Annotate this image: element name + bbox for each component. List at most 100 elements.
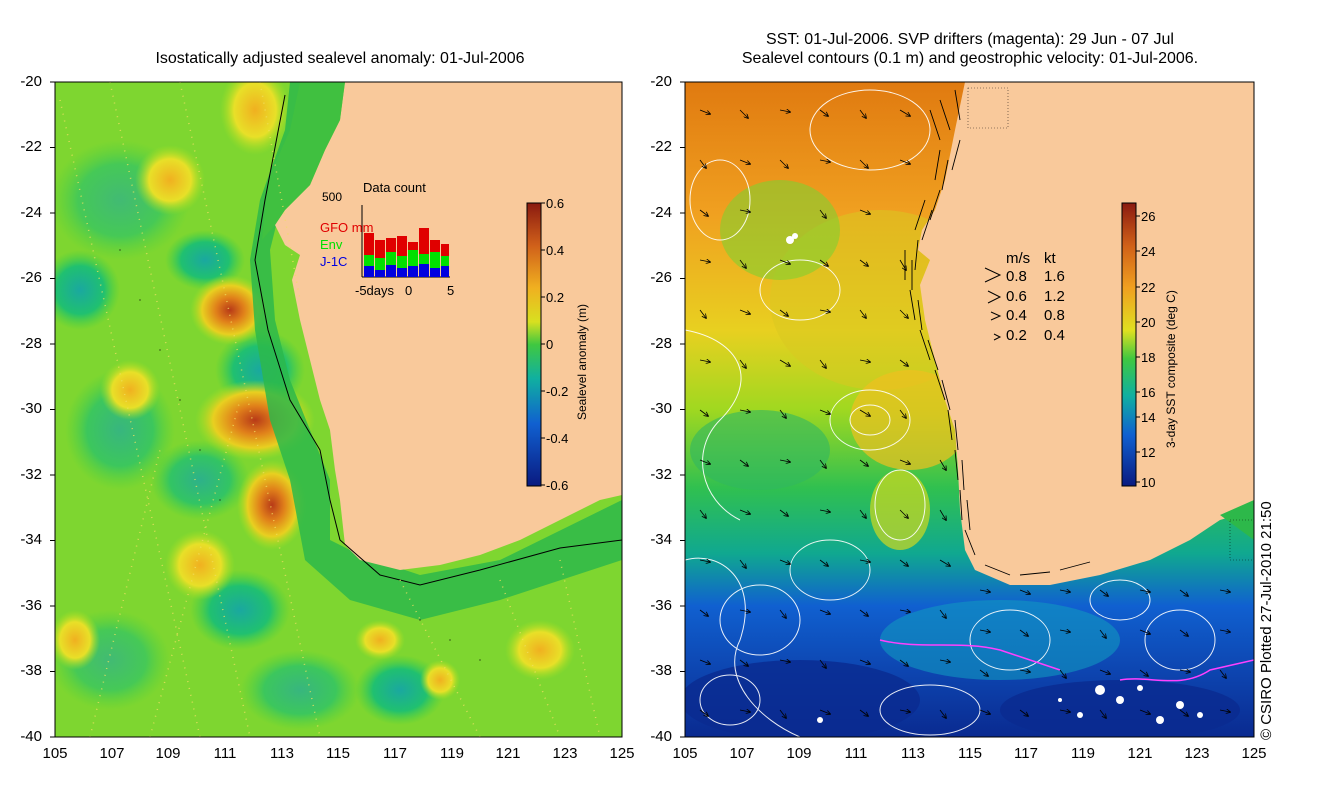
left-ytick: -24	[20, 204, 42, 221]
left-ytick: -30	[20, 400, 42, 417]
left-axis-ticks	[50, 81, 55, 738]
velocity-legend-ms: 0.2	[1006, 327, 1027, 344]
right-ytick: -40	[650, 728, 672, 745]
left-colorbar-tick: 0.2	[546, 290, 565, 305]
right-colorbar-tick: 22	[1141, 280, 1156, 295]
histogram-xlabel: -5days	[355, 283, 395, 298]
left-xtick: 121	[495, 745, 521, 762]
velocity-legend-kt-header: kt	[1044, 250, 1056, 267]
left-ytick: -38	[20, 662, 42, 679]
velocity-legend-ms-header: m/s	[1006, 250, 1031, 267]
right-ytick: -22	[650, 138, 672, 155]
velocity-legend-ms: 0.4	[1006, 307, 1027, 324]
left-xtick: 113	[270, 745, 294, 762]
left-colorbar-tick: -0.4	[546, 431, 569, 446]
left-xtick: 117	[383, 745, 407, 762]
right-map-title-line1: SST: 01-Jul-2006. SVP drifters (magenta)…	[766, 31, 1174, 48]
data-count-histogram	[361, 205, 450, 278]
velocity-legend-kt: 1.2	[1044, 288, 1065, 305]
left-map-title: Isostatically adjusted sealevel anomaly:…	[155, 50, 525, 67]
left-xtick: 107	[99, 745, 125, 762]
left-ytick: -32	[20, 466, 42, 483]
right-xtick: 107	[729, 745, 755, 762]
right-xtick: 119	[1071, 745, 1095, 762]
right-map-title-line2: Sealevel contours (0.1 m) and geostrophi…	[741, 50, 1199, 67]
right-xtick: 111	[844, 745, 868, 762]
right-xtick: 123	[1184, 745, 1210, 762]
right-colorbar-tick: 18	[1141, 350, 1156, 365]
right-xtick: 121	[1127, 745, 1153, 762]
legend-j1c: J-1C	[320, 254, 348, 269]
right-xtick: 109	[786, 745, 812, 762]
left-ytick: -34	[20, 531, 42, 548]
velocity-legend-ms: 0.6	[1006, 288, 1027, 305]
right-ytick: -38	[650, 662, 672, 679]
right-xtick: 113	[901, 745, 925, 762]
velocity-legend-arrows	[984, 267, 1002, 341]
right-colorbar-label: 3-day SST composite (deg C)	[1164, 290, 1178, 448]
left-xtick: 109	[155, 745, 181, 762]
histogram-xlabel: 0	[405, 283, 413, 298]
legend-gfo: GFO mm	[320, 220, 374, 235]
right-xtick: 115	[958, 745, 982, 762]
right-colorbar-tick: 10	[1141, 475, 1156, 490]
velocity-legend-kt: 0.4	[1044, 327, 1065, 344]
leeuwin-current-vectors	[904, 89, 1091, 576]
histogram-xlabel: 5	[447, 283, 455, 298]
velocity-legend-kt: 1.6	[1044, 268, 1065, 285]
cloud-gaps	[786, 233, 1203, 724]
histogram-bars	[364, 228, 449, 277]
right-xtick: 125	[1241, 745, 1267, 762]
right-colorbar-tick: 26	[1141, 209, 1156, 224]
left-colorbar-tick: 0.4	[546, 243, 565, 258]
left-xtick: 123	[552, 745, 578, 762]
right-ytick: -26	[650, 269, 672, 286]
left-xtick: 115	[326, 745, 350, 762]
right-xtick: 105	[672, 745, 698, 762]
left-xtick: 105	[42, 745, 68, 762]
right-colorbar-tick: 16	[1141, 385, 1156, 400]
right-xtick: 117	[1014, 745, 1038, 762]
right-ytick: -28	[650, 335, 672, 352]
left-colorbar-tick: -0.2	[546, 384, 569, 399]
csiro-credit: © CSIRO Plotted 27-Jul-2010 21:50	[1258, 501, 1275, 740]
right-colorbar	[1121, 202, 1137, 487]
left-ytick: -28	[20, 335, 42, 352]
geostrophic-velocity-vectors	[699, 110, 1230, 718]
left-colorbar-tick: 0	[546, 337, 554, 352]
right-ytick: -32	[650, 466, 672, 483]
right-ytick: -34	[650, 531, 672, 548]
velocity-legend-kt: 0.8	[1044, 307, 1065, 324]
left-colorbar-tick: -0.6	[546, 478, 569, 493]
data-count-scale: 500	[322, 190, 343, 204]
left-xtick: 111	[213, 745, 237, 762]
svp-drifter-track	[879, 639, 1061, 671]
left-ytick: -26	[20, 269, 42, 286]
right-colorbar-tick: 24	[1141, 244, 1156, 259]
right-ytick: -36	[650, 597, 672, 614]
left-xtick: 125	[609, 745, 635, 762]
left-colorbar-tick: 0.6	[546, 196, 565, 211]
right-ytick: -24	[650, 204, 672, 221]
left-ytick: -36	[20, 597, 42, 614]
left-ytick: -22	[20, 138, 42, 155]
right-colorbar-tick: 12	[1141, 445, 1156, 460]
left-colorbar	[526, 202, 542, 487]
right-axis-ticks	[680, 81, 685, 738]
data-count-title: Data count	[363, 180, 426, 195]
right-ytick: -30	[650, 400, 672, 417]
australia-land-right	[918, 82, 1254, 585]
legend-env: Env	[320, 237, 343, 252]
right-ytick: -20	[650, 73, 672, 90]
left-xtick: 119	[440, 745, 464, 762]
right-colorbar-ticks	[1136, 215, 1140, 483]
left-ytick: -40	[20, 728, 42, 745]
left-colorbar-label: Sealevel anomaly (m)	[575, 303, 589, 420]
right-map-area	[685, 82, 1254, 737]
right-colorbar-tick: 20	[1141, 315, 1156, 330]
left-ytick: -20	[20, 73, 42, 90]
left-colorbar-ticks	[541, 202, 545, 486]
right-colorbar-tick: 14	[1141, 410, 1156, 425]
velocity-legend-ms: 0.8	[1006, 268, 1027, 285]
